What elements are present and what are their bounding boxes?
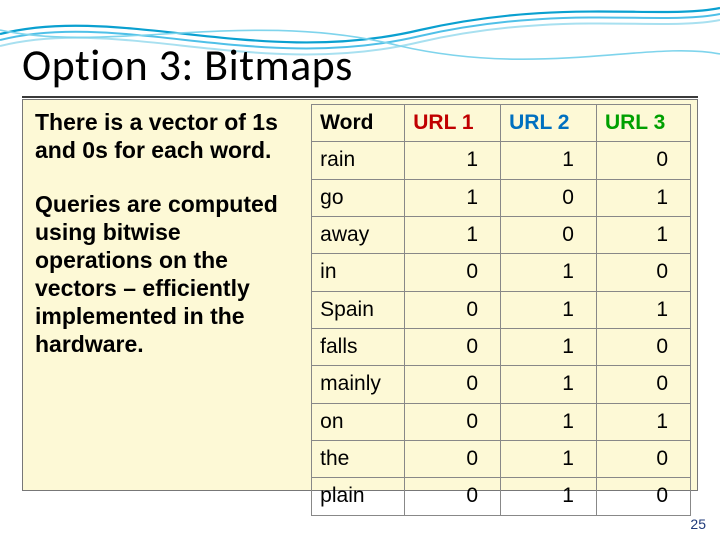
cell-url1: 0 xyxy=(405,366,501,403)
cell-url2: 1 xyxy=(501,403,597,440)
cell-url2: 0 xyxy=(501,179,597,216)
cell-url2: 1 xyxy=(501,142,597,179)
cell-url2: 1 xyxy=(501,329,597,366)
cell-word: on xyxy=(312,403,405,440)
cell-url3: 0 xyxy=(596,142,690,179)
table-row: falls010 xyxy=(312,329,691,366)
cell-word: rain xyxy=(312,142,405,179)
cell-url2: 1 xyxy=(501,366,597,403)
col-url2: URL 2 xyxy=(501,105,597,142)
cell-word: the xyxy=(312,441,405,478)
table-row: mainly010 xyxy=(312,366,691,403)
cell-url3: 0 xyxy=(596,254,690,291)
table-row: go101 xyxy=(312,179,691,216)
cell-url2: 1 xyxy=(501,441,597,478)
cell-url3: 1 xyxy=(596,291,690,328)
cell-url2: 1 xyxy=(501,291,597,328)
cell-url1: 0 xyxy=(405,291,501,328)
paragraph-2: Queries are computed using bitwise opera… xyxy=(35,190,299,358)
cell-word: go xyxy=(312,179,405,216)
table-row: in010 xyxy=(312,254,691,291)
cell-url3: 0 xyxy=(596,366,690,403)
cell-url1: 0 xyxy=(405,254,501,291)
table-row: on011 xyxy=(312,403,691,440)
cell-url1: 1 xyxy=(405,179,501,216)
table-row: plain010 xyxy=(312,478,691,515)
cell-url2: 0 xyxy=(501,217,597,254)
content-box: There is a vector of 1s and 0s for each … xyxy=(22,99,698,491)
cell-url3: 1 xyxy=(596,217,690,254)
cell-url1: 1 xyxy=(405,142,501,179)
cell-word: away xyxy=(312,217,405,254)
table-column: Word URL 1 URL 2 URL 3 rain110go101away1… xyxy=(309,100,697,490)
table-row: away101 xyxy=(312,217,691,254)
table-row: rain110 xyxy=(312,142,691,179)
cell-url2: 1 xyxy=(501,478,597,515)
cell-url3: 0 xyxy=(596,329,690,366)
cell-word: falls xyxy=(312,329,405,366)
page-number: 25 xyxy=(690,516,706,532)
bitmap-table: Word URL 1 URL 2 URL 3 rain110go101away1… xyxy=(311,104,691,516)
slide-title: Option 3: Bitmaps xyxy=(22,38,353,92)
paragraph-1: There is a vector of 1s and 0s for each … xyxy=(35,108,299,164)
cell-url3: 1 xyxy=(596,403,690,440)
table-header-row: Word URL 1 URL 2 URL 3 xyxy=(312,105,691,142)
cell-word: plain xyxy=(312,478,405,515)
cell-url1: 0 xyxy=(405,329,501,366)
table-row: the010 xyxy=(312,441,691,478)
col-word: Word xyxy=(312,105,405,142)
text-column: There is a vector of 1s and 0s for each … xyxy=(23,100,309,490)
title-rule xyxy=(22,96,698,98)
cell-url1: 1 xyxy=(405,217,501,254)
cell-url3: 0 xyxy=(596,441,690,478)
cell-url3: 0 xyxy=(596,478,690,515)
cell-url1: 0 xyxy=(405,478,501,515)
col-url1: URL 1 xyxy=(405,105,501,142)
cell-word: mainly xyxy=(312,366,405,403)
cell-word: Spain xyxy=(312,291,405,328)
cell-url1: 0 xyxy=(405,441,501,478)
col-url3: URL 3 xyxy=(596,105,690,142)
table-row: Spain011 xyxy=(312,291,691,328)
cell-url1: 0 xyxy=(405,403,501,440)
cell-word: in xyxy=(312,254,405,291)
cell-url2: 1 xyxy=(501,254,597,291)
cell-url3: 1 xyxy=(596,179,690,216)
